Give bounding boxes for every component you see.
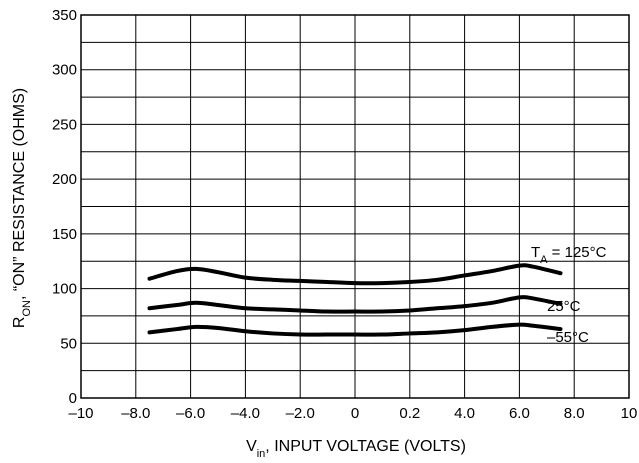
x-tick-label: 0.2 xyxy=(399,405,420,422)
series-line-0 xyxy=(147,263,563,286)
series-line-2 xyxy=(147,322,563,337)
y-tick-label: 50 xyxy=(60,335,77,352)
y-tick-label: 200 xyxy=(52,171,77,188)
series-label-1: 25°C xyxy=(547,298,581,315)
y-tick-label: 150 xyxy=(52,226,77,243)
x-tick-label: 8.0 xyxy=(564,405,585,422)
x-tick-label: –8.0 xyxy=(121,405,150,422)
x-tick-label: 4.0 xyxy=(454,405,475,422)
x-tick-label: 10 xyxy=(621,405,638,422)
grid xyxy=(80,14,630,399)
y-tick-label: 0 xyxy=(69,390,77,407)
series-lines xyxy=(147,263,563,337)
x-tick-label: –2.0 xyxy=(286,405,315,422)
x-tick-label: –4.0 xyxy=(231,405,260,422)
axes: –10 –8.0 –6.0 –4.0 –2.0 0 0.2 4.0 6.0 8.0 10050100… xyxy=(52,7,637,422)
x-tick-label: 6.0 xyxy=(509,405,530,422)
plot-frame xyxy=(80,14,630,399)
y-tick-label: 100 xyxy=(52,281,77,298)
x-tick-label: 0 xyxy=(351,405,359,422)
x-axis-title: Vin, INPUT VOLTAGE (VOLTS) xyxy=(246,438,466,460)
y-tick-label: 250 xyxy=(52,116,77,133)
y-tick-label: 350 xyxy=(52,7,77,24)
series-label-2: –55°C xyxy=(547,329,589,346)
series-labels: TA = 125°C 25°C –55°C xyxy=(531,244,607,346)
y-axis-title: RON, “ON” RESISTANCE (OHMS) xyxy=(11,88,33,328)
series-label-0: TA = 125°C xyxy=(531,244,607,266)
x-tick-label: –10 xyxy=(68,405,93,422)
y-tick-label: 300 xyxy=(52,62,77,79)
series-line-1 xyxy=(147,295,563,314)
x-tick-label: –6.0 xyxy=(176,405,205,422)
